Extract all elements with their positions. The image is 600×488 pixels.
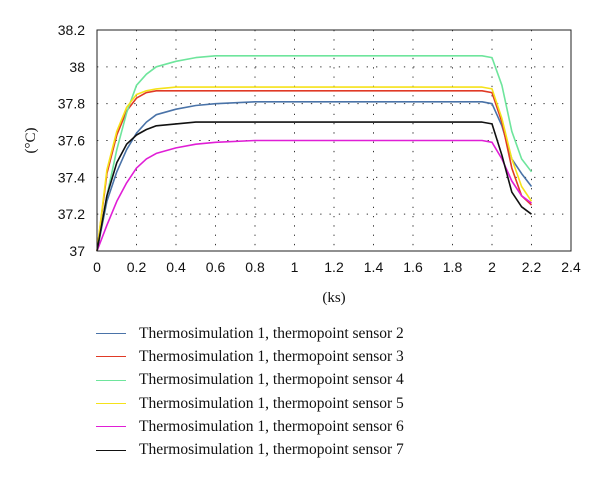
legend-swatch	[96, 403, 126, 405]
legend-item: Thermosimulation 1, thermopoint sensor 5	[96, 392, 404, 415]
x-tick-label: 1.6	[403, 259, 423, 275]
x-tick-label: 0.6	[206, 259, 226, 275]
x-tick-label: 0.4	[166, 259, 186, 275]
y-tick-label: 37.6	[58, 133, 85, 149]
series-line-3	[96, 54, 533, 252]
y-tick-label: 37	[69, 243, 85, 259]
plot-frame	[96, 29, 572, 252]
legend-swatch	[96, 379, 126, 381]
y-axis-title: (°C)	[23, 128, 39, 154]
y-tick-label: 37.8	[58, 96, 85, 112]
x-tick-labels: 0 0.2 0.4 0.6 0.8 1 1.2 1.4 1.6 1.8 2 2.2 2.4	[93, 259, 581, 275]
series-line-4	[96, 86, 533, 252]
series-line-5	[96, 139, 532, 252]
legend-item: Thermosimulation 1, thermopoint sensor 4	[96, 369, 404, 392]
legend-item: Thermosimulation 1, thermopoint sensor 6	[96, 415, 404, 438]
series-line-1	[96, 101, 533, 252]
x-tick-label: 0.2	[127, 259, 147, 275]
x-tick-label: 1.8	[443, 259, 463, 275]
legend-swatch	[96, 356, 126, 358]
legend-item: Thermosimulation 1, thermopoint sensor 3	[96, 345, 404, 368]
legend-swatch	[96, 426, 126, 428]
legend-item: Thermosimulation 1, thermopoint sensor 7	[96, 438, 404, 461]
legend-label: Thermosimulation 1, thermopoint sensor 5	[139, 394, 404, 412]
x-tick-label: 2.2	[522, 259, 542, 275]
legend-item: Thermosimulation 1, thermopoint sensor 2	[96, 322, 404, 345]
series-line-6	[96, 121, 532, 252]
legend-label: Thermosimulation 1, thermopoint sensor 7	[139, 441, 404, 459]
y-tick-label: 37.2	[58, 206, 85, 222]
legend-swatch	[96, 333, 126, 335]
series-line-2	[96, 90, 533, 252]
x-tick-label: 1	[291, 259, 299, 275]
legend-swatch	[96, 449, 126, 451]
y-tick-label: 38	[69, 59, 85, 75]
legend: Thermosimulation 1, thermopoint sensor 2…	[96, 322, 404, 462]
x-tick-label: 2.4	[561, 259, 581, 275]
x-axis-title: (ks)	[322, 290, 345, 306]
legend-label: Thermosimulation 1, thermopoint sensor 2	[139, 324, 404, 342]
legend-label: Thermosimulation 1, thermopoint sensor 6	[139, 417, 404, 435]
x-tick-label: 1.2	[324, 259, 344, 275]
line-chart: 0 0.2 0.4 0.6 0.8 1 1.2 1.4 1.6 1.8 2 2.2 2.4 37 37.2…	[23, 22, 581, 306]
series-lines	[96, 54, 533, 252]
legend-label: Thermosimulation 1, thermopoint sensor 4	[139, 371, 404, 389]
x-tick-label: 2	[488, 259, 496, 275]
legend-label: Thermosimulation 1, thermopoint sensor 3	[139, 347, 404, 365]
y-tick-label: 38.2	[58, 22, 85, 38]
y-tick-labels: 37 37.2 37.4 37.6 37.8 38 38.2	[58, 22, 85, 259]
y-tick-label: 37.4	[58, 169, 85, 185]
x-tick-label: 0	[93, 259, 101, 275]
x-tick-label: 1.4	[364, 259, 384, 275]
x-tick-label: 0.8	[245, 259, 265, 275]
